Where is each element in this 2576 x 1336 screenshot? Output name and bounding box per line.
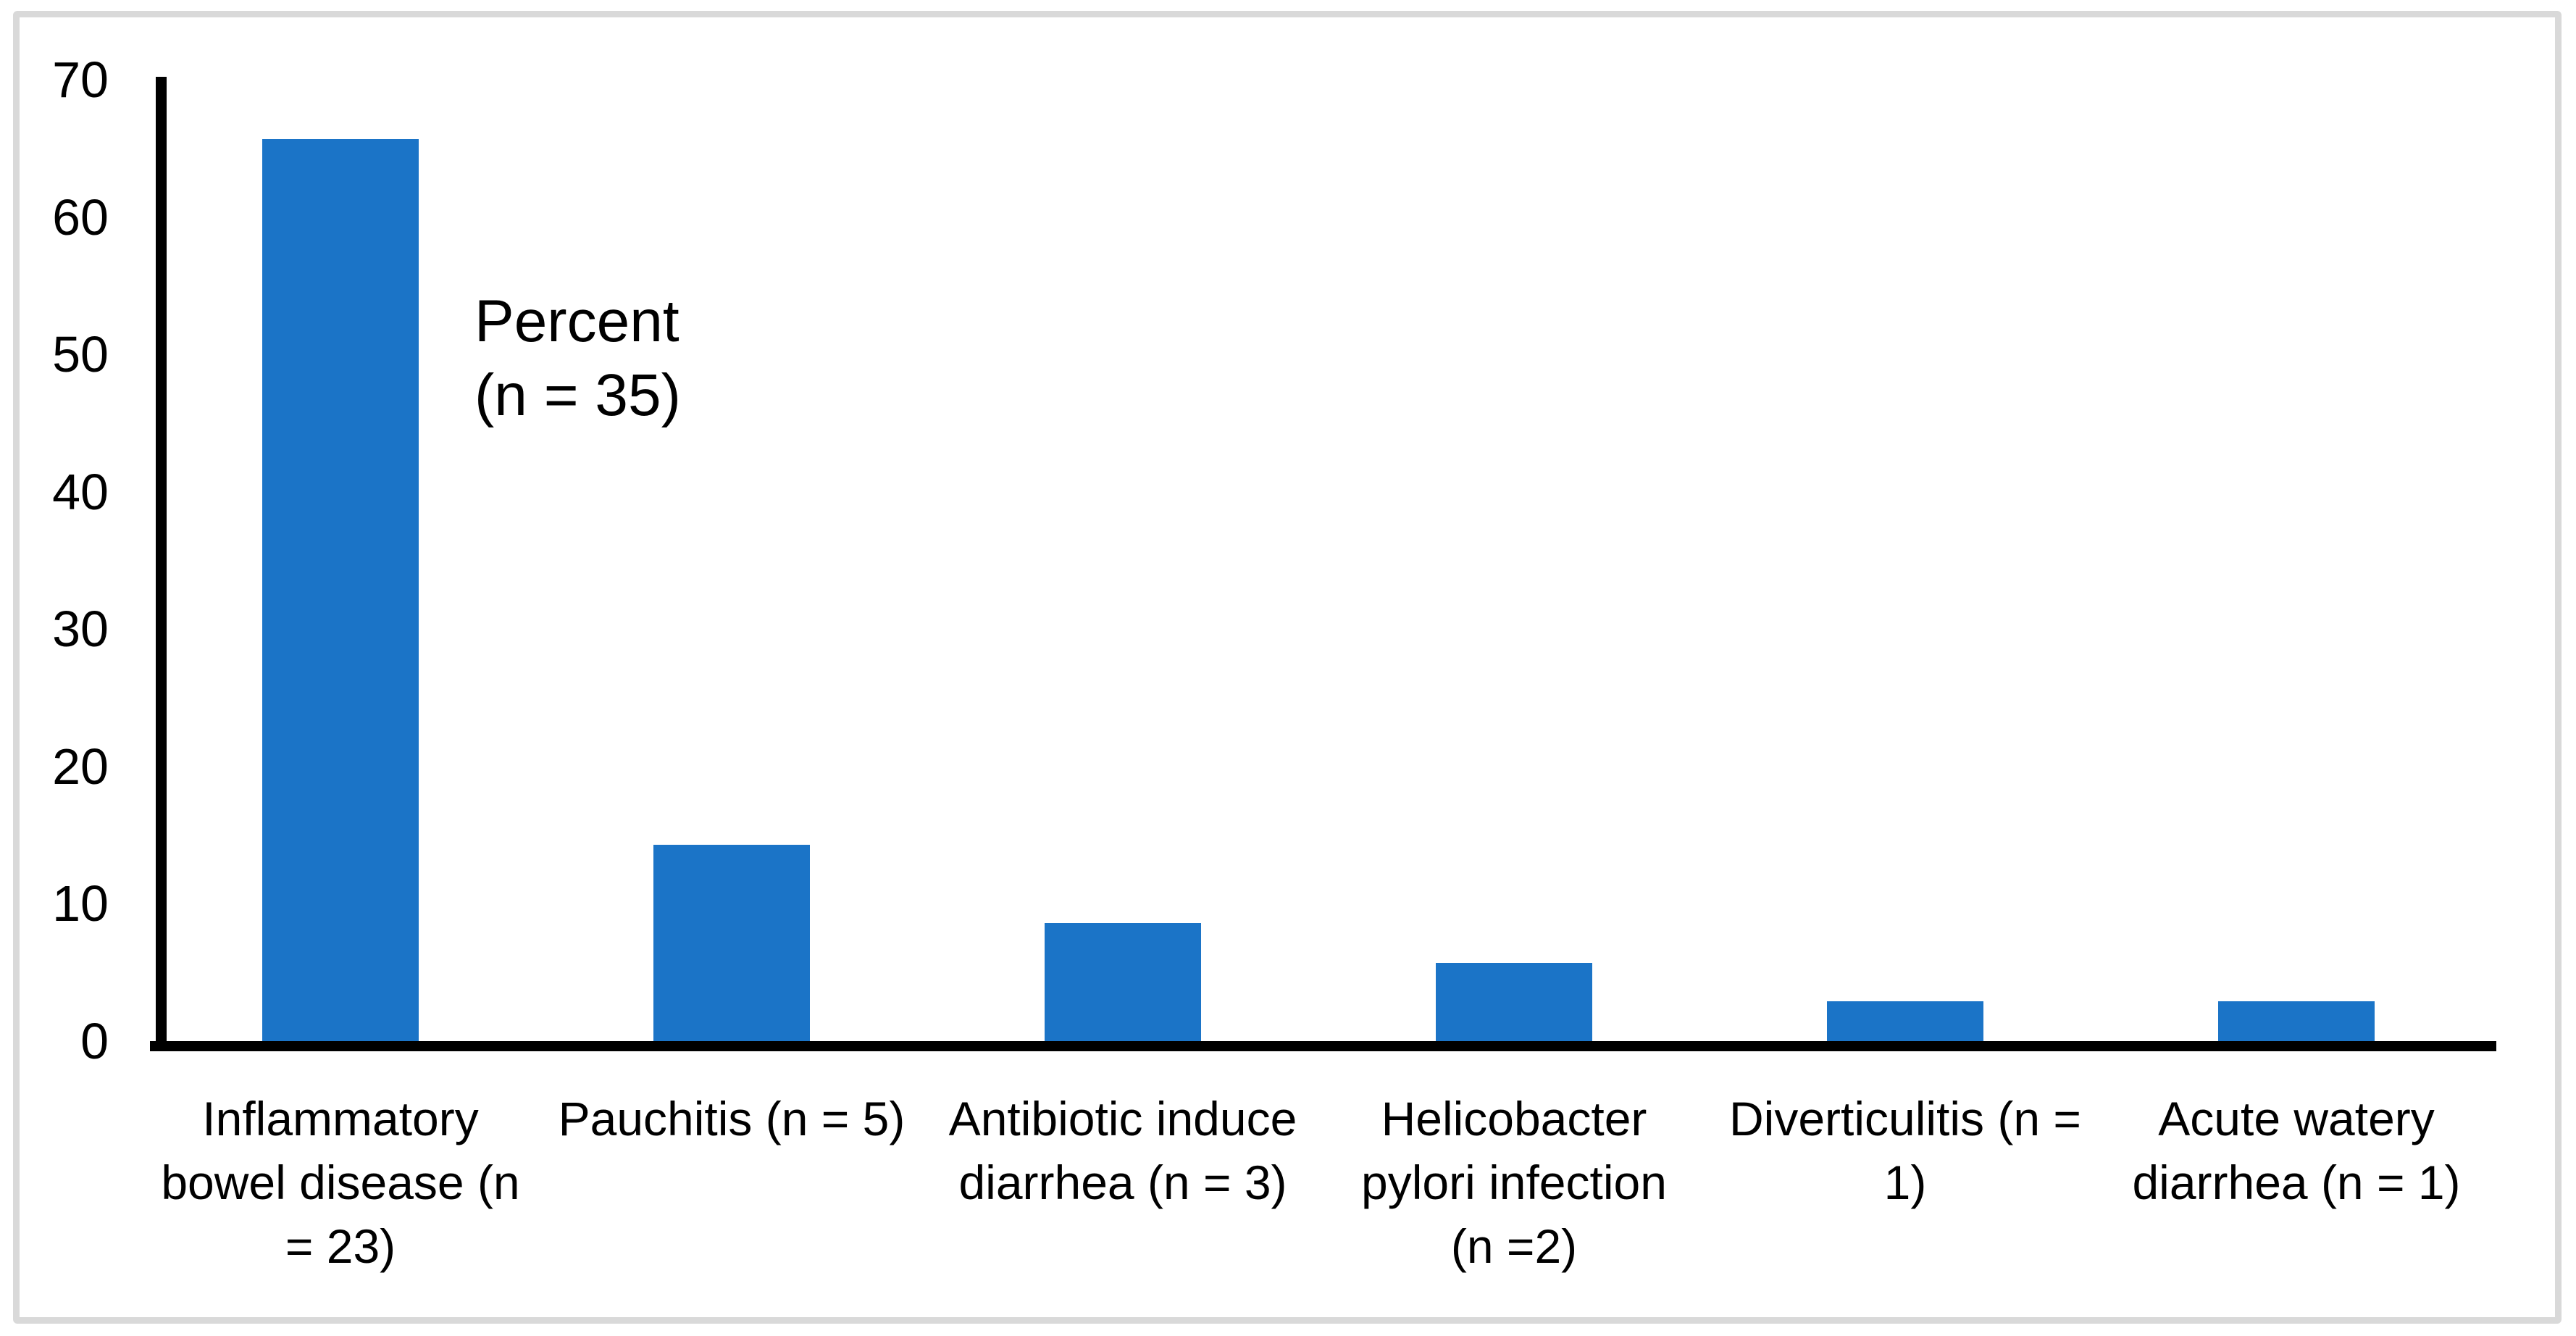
category-label-line: Inflammatory [202, 1092, 479, 1145]
category-label-line: diarrhea (n = 3) [958, 1156, 1287, 1209]
y-axis-line [156, 77, 167, 1051]
y-tick-label-60: 60 [52, 188, 109, 246]
category-label-line: Diverticulitis (n = [1729, 1092, 2081, 1145]
category-label-line: 1) [1883, 1156, 1927, 1209]
bar-category-6 [2218, 1001, 2375, 1041]
category-label-line: diarrhea (n = 1) [2132, 1156, 2461, 1209]
y-tick-label-20: 20 [52, 738, 109, 795]
bar-category-2 [653, 845, 810, 1041]
x-axis-line [150, 1041, 2496, 1051]
category-label-line: pylori infection [1361, 1156, 1667, 1209]
bar-category-4 [1436, 963, 1592, 1041]
category-label-line: = 23) [285, 1219, 396, 1273]
category-label-6: Acute watery diarrhea (n = 1) [2101, 1087, 2492, 1214]
category-label-1: Inflammatory bowel disease (n = 23) [145, 1087, 536, 1278]
bar-category-1 [262, 139, 419, 1041]
category-label-line: bowel disease (n [161, 1156, 520, 1209]
category-label-line: Pauchitis (n = 5) [558, 1092, 906, 1145]
category-label-4: Helicobacter pylori infection (n =2) [1318, 1087, 1710, 1278]
y-tick-label-10: 10 [52, 875, 109, 932]
bar-category-5 [1827, 1001, 1983, 1041]
chart-border-frame [13, 11, 2562, 1324]
y-tick-label-30: 30 [52, 601, 109, 658]
y-tick-label-70: 70 [52, 51, 109, 108]
y-tick-label-50: 50 [52, 326, 109, 383]
bar-category-3 [1045, 923, 1201, 1041]
category-label-line: (n =2) [1450, 1219, 1578, 1273]
category-label-line: Acute watery [2158, 1092, 2435, 1145]
category-label-line: Antibiotic induce [948, 1092, 1297, 1145]
y-tick-label-0: 0 [80, 1013, 109, 1069]
category-label-line: Helicobacter [1381, 1092, 1647, 1145]
category-label-5: Diverticulitis (n = 1) [1710, 1087, 2101, 1214]
annotation-line: (n = 35) [474, 362, 681, 428]
y-tick-label-40: 40 [52, 463, 109, 520]
annotation-line: Percent [474, 288, 679, 354]
series-annotation: Percent (n = 35) [474, 285, 681, 433]
category-label-3: Antibiotic induce diarrhea (n = 3) [927, 1087, 1318, 1214]
category-label-2: Pauchitis (n = 5) [536, 1087, 927, 1151]
